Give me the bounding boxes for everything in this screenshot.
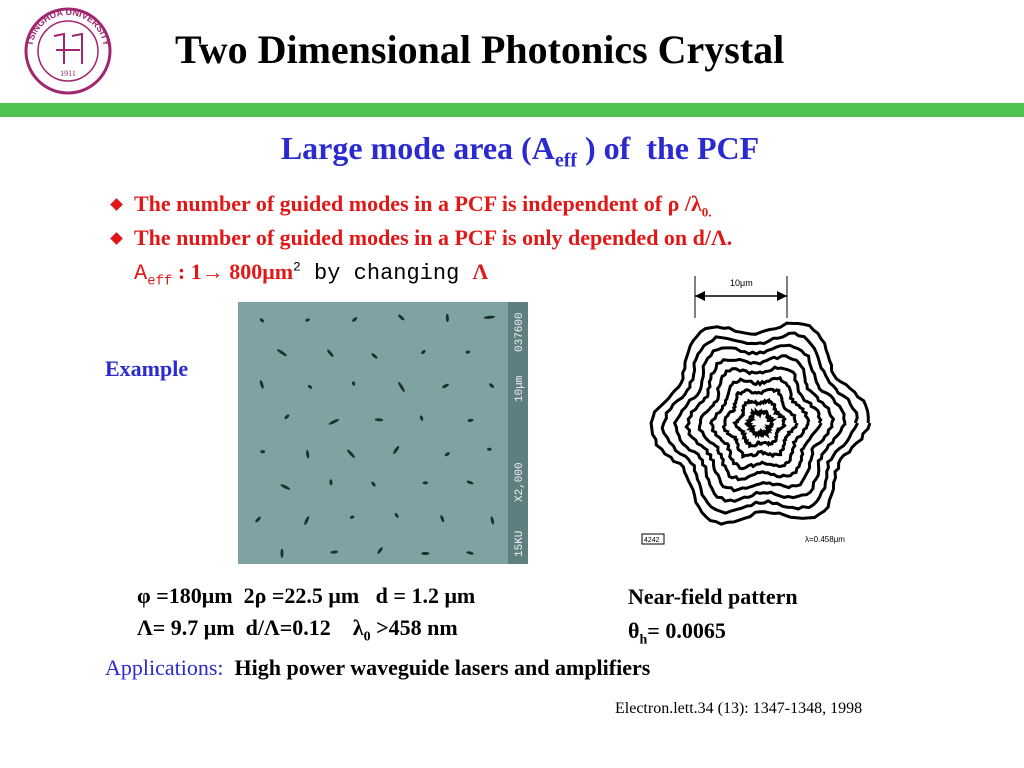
nf-id: 4242 (644, 537, 660, 544)
texture (490, 516, 495, 525)
texture (649, 321, 872, 526)
texture (732, 397, 787, 449)
texture (280, 548, 284, 559)
texture (440, 515, 445, 523)
texture (483, 315, 496, 319)
texture (721, 387, 799, 460)
texture (466, 480, 474, 485)
bullet-text: The number of guided modes in a PCF is i… (134, 191, 712, 220)
texture (393, 445, 400, 454)
texture (307, 384, 313, 389)
texture (349, 515, 355, 519)
theta: θh= 0.0065 (628, 618, 726, 648)
bullet-text: The number of guided modes in a PCF is o… (134, 225, 733, 250)
texture (422, 481, 428, 485)
params: Λ= 9.7 μm d/Λ=0.12 λ0 >458 nm (137, 615, 458, 645)
bullet (110, 198, 123, 211)
texture (421, 349, 426, 355)
texture (466, 551, 474, 555)
applications: Applications: High power waveguide laser… (105, 655, 651, 680)
texture (371, 481, 376, 487)
texture (394, 513, 399, 518)
example-label: Example (105, 356, 189, 381)
texture (327, 349, 334, 358)
texture (442, 383, 449, 389)
texture (304, 516, 310, 526)
nf-scale: 10μm (730, 278, 753, 288)
texture (259, 380, 264, 389)
texture (305, 318, 310, 322)
nearfield-image: 10μm λ=0.458μm 4242 (641, 276, 872, 545)
texture (352, 317, 358, 322)
texture (374, 418, 384, 422)
sem-id: 037600 (514, 312, 526, 352)
texture (377, 547, 383, 554)
texture (421, 551, 430, 555)
green-bar (0, 103, 1024, 117)
texture (306, 449, 310, 459)
texture (260, 450, 266, 454)
logo: TSINGHUA UNIVERSITY 1911 (24, 7, 112, 95)
texture (347, 449, 355, 459)
texture (465, 350, 471, 354)
texture (352, 381, 356, 386)
texture (280, 484, 291, 490)
texture (259, 318, 264, 323)
texture (419, 415, 424, 421)
texture (445, 313, 449, 323)
texture (684, 354, 836, 493)
logo-year: 1911 (60, 69, 76, 78)
texture (398, 314, 405, 321)
texture (330, 550, 339, 554)
texture (329, 479, 333, 486)
texture (672, 343, 847, 503)
bullet (110, 232, 123, 245)
params: φ =180μm 2ρ =22.5 μm d = 1.2 μm (137, 583, 476, 608)
texture (284, 414, 290, 420)
texture (255, 516, 261, 523)
texture (328, 419, 340, 425)
sem-scale: 10μm (514, 375, 526, 402)
texture (697, 365, 823, 482)
sem-kv: 15KU (514, 531, 526, 557)
texture (489, 383, 495, 388)
nf-wavelength: λ=0.458μm (805, 535, 845, 544)
svg-text:TSINGHUA UNIVERSITY: TSINGHUA UNIVERSITY (24, 7, 111, 47)
texture (709, 375, 811, 471)
sem-image: 10μm X2,000 15KU 037600 (238, 302, 528, 564)
texture (277, 349, 287, 357)
texture (467, 418, 474, 422)
texture (444, 452, 450, 457)
title: Two Dimensional Photonics Crystal (175, 27, 785, 72)
subtitle: Large mode area (Aeff ) of the PCF (280, 130, 760, 172)
nearfield-label: Near-field pattern (628, 584, 798, 609)
aeff-line: Aeff : 1→ 800μm2 by changing Λ (134, 259, 489, 290)
texture (744, 407, 778, 440)
texture (398, 381, 405, 392)
texture (660, 331, 860, 515)
sem-mag: X2,000 (514, 462, 526, 502)
texture (487, 447, 492, 451)
logo-text: TSINGHUA UNIVERSITY (24, 7, 111, 47)
reference: Electron.lett.34 (13): 1347-1348, 1998 (615, 700, 863, 717)
texture (371, 353, 378, 359)
